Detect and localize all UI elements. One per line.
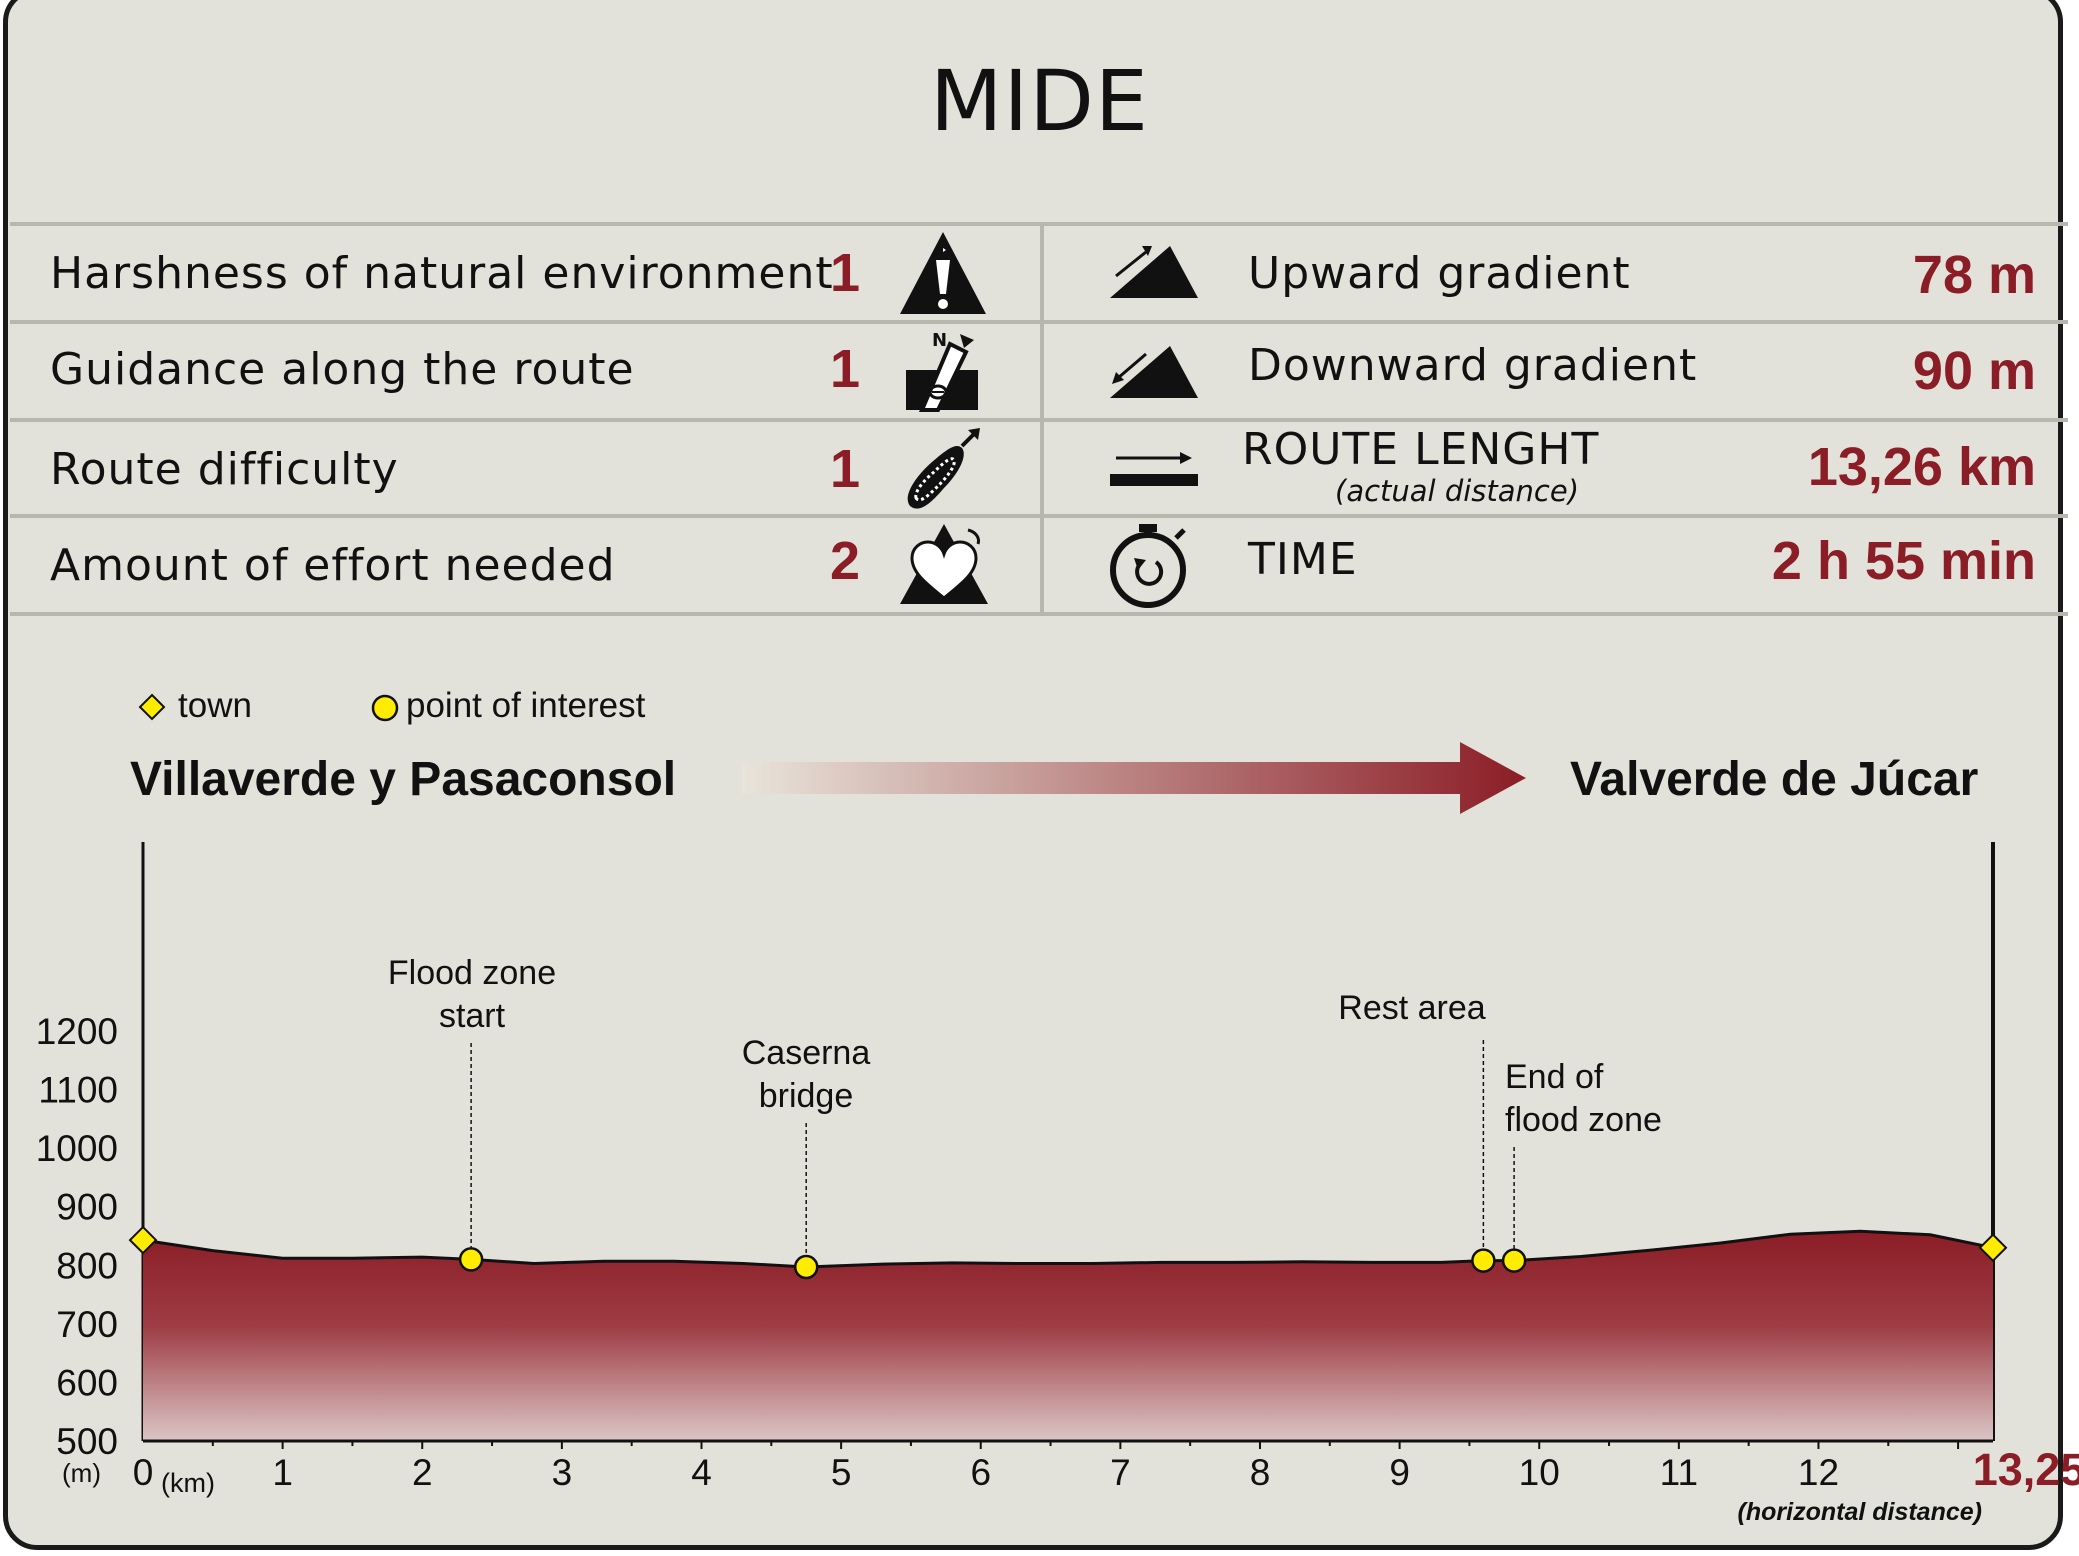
downward-gradient-icon: [1110, 346, 1198, 398]
page-title: MIDE: [929, 52, 1149, 150]
x-tick-label: 1: [272, 1452, 293, 1493]
poi-label: Caserna: [742, 1034, 871, 1072]
y-tick-label: 700: [56, 1304, 118, 1345]
elevation-line: [142, 1229, 1994, 1269]
y-tick-label: 500: [56, 1421, 118, 1462]
x-axis-unit: (km): [161, 1468, 215, 1498]
x-tick-label: 2: [412, 1452, 433, 1493]
town-marker: [128, 1225, 158, 1255]
poi-label: bridge: [759, 1077, 854, 1115]
table-divider: [10, 514, 2068, 518]
heart-mountain-icon: [900, 524, 988, 604]
stat-label-downward: Downward gradient: [1248, 340, 1698, 391]
legend-poi-label: point of interest: [406, 686, 646, 725]
upward-gradient-icon: [1110, 246, 1198, 298]
stat-value-downward: 90 m: [1912, 341, 2036, 401]
town-marker-icon: [138, 693, 166, 721]
mide-label-harshness: Harshness of natural environment: [50, 248, 834, 299]
poi-marker-icon: [371, 694, 399, 722]
mide-value-harshness: 1: [830, 243, 861, 303]
route-end: Valverde de Júcar: [1570, 753, 1979, 806]
y-axis-unit: (m): [62, 1458, 101, 1488]
svg-text:N: N: [932, 330, 947, 351]
table-column-divider: [1040, 222, 1044, 614]
stat-value-time: 2 h 55 min: [1771, 531, 2036, 591]
warning-icon: [900, 232, 986, 314]
stopwatch-icon: [1110, 524, 1186, 608]
elevation-area: [143, 1231, 1993, 1441]
legend-town-label: town: [178, 686, 252, 725]
poi-marker: [1501, 1248, 1527, 1273]
mide-label-guidance: Guidance along the route: [50, 344, 635, 395]
stat-sublabel-length: (actual distance): [1335, 474, 1580, 508]
stat-label-length: ROUTE LENGHT: [1242, 424, 1600, 475]
x-tick-label: 3: [552, 1452, 573, 1493]
route-start: Villaverde y Pasaconsol: [130, 753, 677, 806]
town-marker: [1978, 1233, 2008, 1263]
x-tick-label: 6: [970, 1452, 991, 1493]
poi-marker: [793, 1254, 819, 1280]
x-tick-label: 9: [1389, 1452, 1410, 1493]
poi-label: start: [439, 997, 506, 1035]
mide-value-guidance: 1: [830, 339, 861, 399]
x-tick-label: 10: [1519, 1452, 1560, 1493]
poi-label: Rest area: [1338, 989, 1485, 1027]
x-tick-label: 0: [133, 1452, 154, 1493]
stat-value-upward: 78 m: [1912, 245, 2036, 305]
table-divider: [10, 222, 2068, 226]
poi-label: Flood zone: [388, 954, 556, 992]
mide-label-difficulty: Route difficulty: [50, 444, 399, 495]
x-tick-label: 7: [1110, 1452, 1131, 1493]
y-tick-label: 600: [56, 1362, 118, 1403]
stat-label-time: TIME: [1248, 534, 1358, 585]
route-length-icon: [1110, 452, 1198, 486]
table-divider: [10, 320, 2068, 324]
poi-marker: [458, 1247, 484, 1272]
direction-arrow-icon: [742, 742, 1526, 814]
x-tick-label: 12: [1798, 1452, 1839, 1493]
stat-value-length: 13,26 km: [1807, 437, 2036, 497]
x-tick-label: 11: [1660, 1452, 1698, 1493]
x-end-label: 13,25: [1973, 1444, 2079, 1495]
mide-value-difficulty: 1: [830, 439, 861, 499]
y-tick-label: 900: [56, 1187, 118, 1228]
x-tick-label: 5: [831, 1452, 852, 1493]
y-tick-label: 1100: [38, 1070, 118, 1111]
y-tick-label: 1000: [36, 1128, 118, 1169]
x-tick-label: 4: [691, 1452, 712, 1493]
compass-map-icon: N: [906, 330, 978, 412]
mide-label-effort: Amount of effort needed: [50, 540, 616, 591]
y-tick-label: 800: [56, 1245, 118, 1286]
poi-label: flood zone: [1505, 1101, 1662, 1139]
table-divider: [10, 418, 2068, 422]
y-tick-label: 1200: [36, 1011, 118, 1052]
stat-label-upward: Upward gradient: [1248, 248, 1631, 299]
poi-marker: [1471, 1248, 1496, 1273]
poi-label: End of: [1505, 1058, 1604, 1096]
footprint-icon: [907, 428, 980, 509]
mide-value-effort: 2: [830, 531, 861, 591]
x-tick-label: 8: [1250, 1452, 1271, 1493]
table-divider: [10, 612, 2068, 616]
x-axis-note: (horizontal distance): [1738, 1498, 1982, 1526]
